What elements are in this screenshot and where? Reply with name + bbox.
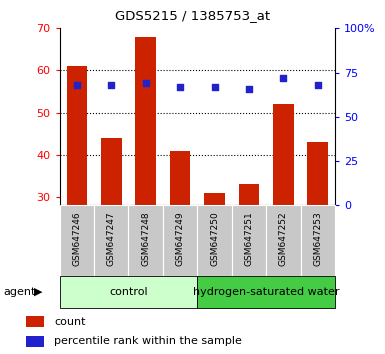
- Text: control: control: [109, 287, 148, 297]
- Text: agent: agent: [4, 287, 36, 297]
- Bar: [26, 316, 44, 327]
- Bar: [232, 205, 266, 276]
- Text: GSM647249: GSM647249: [176, 211, 185, 266]
- Bar: [301, 205, 335, 276]
- Point: [211, 84, 218, 90]
- Point: [315, 82, 321, 88]
- Bar: [197, 205, 232, 276]
- Bar: [197, 276, 335, 308]
- Bar: [204, 193, 225, 205]
- Bar: [101, 138, 122, 205]
- Bar: [273, 104, 294, 205]
- Bar: [67, 66, 87, 205]
- Text: GDS5215 / 1385753_at: GDS5215 / 1385753_at: [115, 9, 270, 22]
- Bar: [266, 205, 301, 276]
- Text: count: count: [54, 316, 85, 327]
- Bar: [163, 205, 197, 276]
- Text: GSM647252: GSM647252: [279, 211, 288, 266]
- Point: [142, 80, 149, 86]
- Point: [280, 75, 286, 81]
- Bar: [60, 205, 94, 276]
- Bar: [94, 205, 129, 276]
- Point: [74, 82, 80, 88]
- Text: GSM647246: GSM647246: [72, 211, 81, 266]
- Point: [246, 86, 252, 91]
- Bar: [26, 336, 44, 347]
- Text: ▶: ▶: [34, 287, 43, 297]
- Text: hydrogen-saturated water: hydrogen-saturated water: [193, 287, 340, 297]
- Text: GSM647253: GSM647253: [313, 211, 322, 266]
- Point: [108, 82, 114, 88]
- Bar: [307, 142, 328, 205]
- Bar: [60, 276, 197, 308]
- Text: GSM647248: GSM647248: [141, 211, 150, 266]
- Bar: [136, 37, 156, 205]
- Text: GSM647247: GSM647247: [107, 211, 116, 266]
- Bar: [239, 184, 259, 205]
- Text: percentile rank within the sample: percentile rank within the sample: [54, 336, 242, 346]
- Point: [177, 84, 183, 90]
- Text: GSM647251: GSM647251: [244, 211, 253, 266]
- Text: GSM647250: GSM647250: [210, 211, 219, 266]
- Bar: [170, 150, 191, 205]
- Bar: [129, 205, 163, 276]
